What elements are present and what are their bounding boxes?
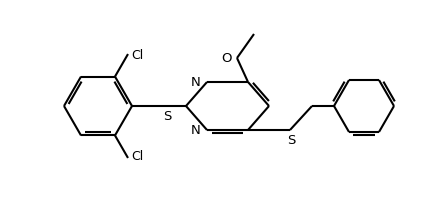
- Text: Cl: Cl: [131, 151, 143, 163]
- Text: N: N: [191, 124, 201, 137]
- Text: Cl: Cl: [131, 49, 143, 61]
- Text: S: S: [163, 110, 171, 123]
- Text: S: S: [287, 134, 295, 146]
- Text: N: N: [191, 75, 201, 88]
- Text: O: O: [221, 53, 232, 66]
